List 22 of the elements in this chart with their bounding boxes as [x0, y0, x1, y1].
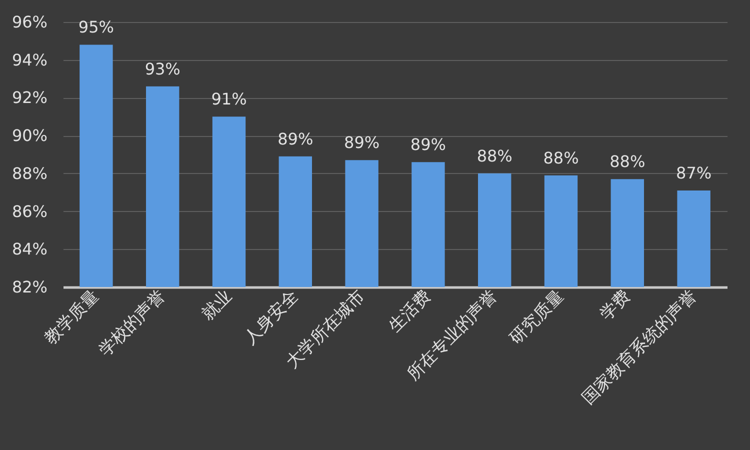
data-label: 95% — [78, 18, 114, 37]
x-tick-label: 研究质量 — [506, 286, 568, 349]
data-label: 88% — [476, 146, 512, 166]
data-label: 93% — [144, 59, 180, 78]
y-tick-label: 94% — [12, 50, 48, 70]
data-label: 91% — [211, 90, 247, 109]
data-label: 89% — [344, 133, 380, 152]
data-label: 89% — [278, 129, 314, 148]
data-label: 88% — [543, 148, 579, 168]
x-tick-label: 生活费 — [385, 286, 436, 337]
y-tick-label: 84% — [12, 240, 48, 259]
data-label: 89% — [410, 135, 446, 154]
y-tick-label: 82% — [12, 278, 48, 296]
y-tick-label: 86% — [12, 202, 48, 221]
y-tick-label: 92% — [12, 88, 48, 108]
data-label: 88% — [610, 152, 646, 172]
y-tick-label: 90% — [12, 126, 48, 146]
x-tick-label: 学费 — [596, 286, 634, 325]
data-label: 87% — [676, 163, 712, 182]
x-tick-label: 就业 — [198, 286, 236, 325]
y-tick-label: 88% — [12, 164, 48, 183]
y-tick-label: 96% — [12, 12, 48, 32]
